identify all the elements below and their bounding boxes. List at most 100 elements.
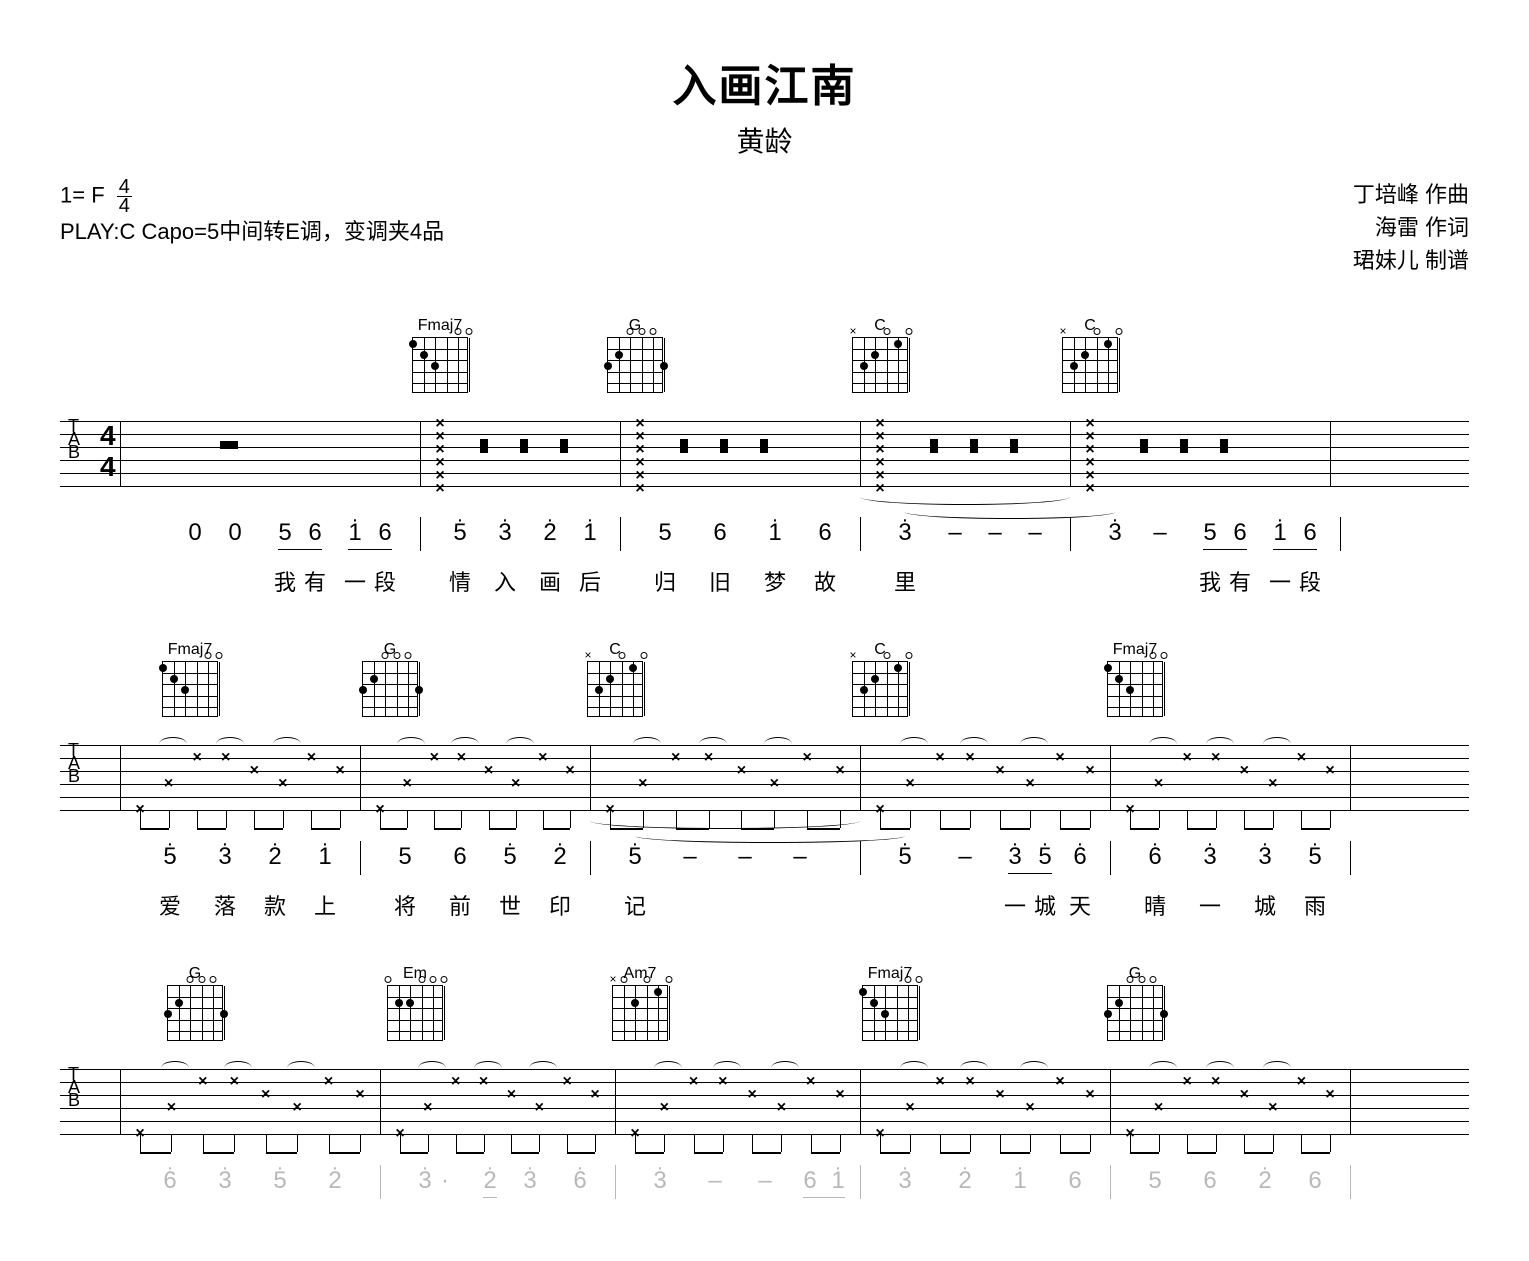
note: 5 <box>1148 1167 1161 1195</box>
note: 1 <box>831 1167 844 1195</box>
lyric-syllable: 我 <box>1199 565 1221 597</box>
lyric-syllable: 画 <box>539 565 561 597</box>
chord-name: Fmaj7 <box>155 641 225 659</box>
note: 3 <box>218 843 231 871</box>
chord-name: Fmaj7 <box>855 965 925 983</box>
chord-diagram: Fmaj7 <box>855 965 925 1041</box>
lyric-syllable: 段 <box>374 565 396 597</box>
note: 1 <box>583 519 596 547</box>
note: 3 <box>1203 843 1216 871</box>
note: 6 <box>1148 843 1161 871</box>
note: 5 <box>1308 843 1321 871</box>
note: 5 <box>503 843 516 871</box>
chord-diagram: Fmaj7 <box>405 317 475 393</box>
note: 2 <box>1258 1167 1271 1195</box>
note: 3 <box>1108 519 1121 547</box>
note: 5 <box>163 843 176 871</box>
credit-line: 丁培峰 作曲 <box>1353 178 1469 211</box>
lyric-syllable: 将 <box>394 889 416 921</box>
lyric-syllable: 入 <box>494 565 516 597</box>
note: 6 <box>308 519 321 547</box>
note: 6 <box>1073 843 1086 871</box>
note: 6 <box>573 1167 586 1195</box>
note: 2 <box>268 843 281 871</box>
chord-diagram: C× <box>580 641 650 717</box>
numbered-notation: 532156525–––5–3566335 <box>60 843 1469 883</box>
chord-diagram: C× <box>845 641 915 717</box>
note: 5 <box>628 843 641 871</box>
note: 5 <box>273 1167 286 1195</box>
lyric-syllable: 印 <box>549 889 571 921</box>
lyric-syllable: 落 <box>214 889 236 921</box>
tab-clef: TAB <box>68 1065 80 1104</box>
lyric-syllable: 后 <box>579 565 601 597</box>
note: 6 <box>713 519 726 547</box>
note: 1 <box>348 519 361 547</box>
chord-name: Fmaj7 <box>405 317 475 335</box>
note: 6 <box>803 1167 816 1195</box>
note: 3 <box>898 1167 911 1195</box>
note: 1 <box>1013 1167 1026 1195</box>
chord-name: G <box>355 641 425 659</box>
lyric-syllable: 段 <box>1299 565 1321 597</box>
lyric-syllable: 一 <box>1269 565 1291 597</box>
credits: 丁培峰 作曲海雷 作词珺妹儿 制谱 <box>1353 178 1469 277</box>
note: 5 <box>1038 843 1051 871</box>
chord-diagram: Fmaj7 <box>155 641 225 717</box>
lyric-syllable: 上 <box>314 889 336 921</box>
play-instructions: PLAY:C Capo=5中间转E调，变调夹4品 <box>60 215 444 248</box>
note: 3 <box>1008 843 1021 871</box>
lyric-syllable: 记 <box>624 889 646 921</box>
note: 3 <box>653 1167 666 1195</box>
lyric-syllable: 世 <box>499 889 521 921</box>
note: 6 <box>453 843 466 871</box>
credit-line: 珺妹儿 制谱 <box>1353 244 1469 277</box>
tab-clef: TAB <box>68 417 80 456</box>
lyric-syllable: 里 <box>894 565 916 597</box>
credit-line: 海雷 作词 <box>1353 211 1469 244</box>
chord-diagram: Fmaj7 <box>1100 641 1170 717</box>
lyrics-row: 我有一段情入画后归旧梦故里我有一段 <box>60 565 1469 601</box>
chord-diagram: Em <box>380 965 450 1041</box>
lyric-syllable: 一 <box>1004 889 1026 921</box>
note: 1 <box>768 519 781 547</box>
lyric-syllable: 款 <box>264 889 286 921</box>
key-label: 1= F <box>60 182 105 207</box>
note: 2 <box>553 843 566 871</box>
note: 5 <box>1203 519 1216 547</box>
tab-time-sig: 44 <box>100 421 116 483</box>
note: 1 <box>1273 519 1286 547</box>
numbered-notation: 005616532156163–––3–5616 <box>60 519 1469 559</box>
lyric-syllable: 有 <box>304 565 326 597</box>
note: 3 <box>218 1167 231 1195</box>
chord-diagram: G <box>600 317 670 393</box>
tab-clef: TAB <box>68 741 80 780</box>
artist-name: 黄龄 <box>60 120 1469 160</box>
note: 5 <box>898 843 911 871</box>
lyric-syllable: 城 <box>1034 889 1056 921</box>
note: 6 <box>818 519 831 547</box>
lyric-syllable: 雨 <box>1304 889 1326 921</box>
note: 3 <box>498 519 511 547</box>
note: 0 <box>188 519 201 547</box>
lyric-syllable: 情 <box>449 565 471 597</box>
staff-system: Fmaj7GC×C×Fmaj7TAB××××××××××××××××××××××… <box>60 641 1469 925</box>
chord-name: Fmaj7 <box>1100 641 1170 659</box>
lyric-syllable: 一 <box>344 565 366 597</box>
note: 5 <box>658 519 671 547</box>
lyric-syllable: 有 <box>1229 565 1251 597</box>
lyric-syllable: 梦 <box>764 565 786 597</box>
note: 5 <box>398 843 411 871</box>
note: 3 <box>1258 843 1271 871</box>
note: 6 <box>1303 519 1316 547</box>
chord-diagram: C× <box>1055 317 1125 393</box>
chord-diagram: C× <box>845 317 915 393</box>
time-signature: 4 4 <box>117 178 132 215</box>
note: 0 <box>228 519 241 547</box>
numbered-notation: 63523·2363––6132165626 <box>60 1167 1469 1207</box>
chord-diagram: G <box>160 965 230 1041</box>
lyric-syllable: 前 <box>449 889 471 921</box>
note: 6 <box>1308 1167 1321 1195</box>
lyric-syllable: 旧 <box>709 565 731 597</box>
lyric-syllable: 天 <box>1069 889 1091 921</box>
